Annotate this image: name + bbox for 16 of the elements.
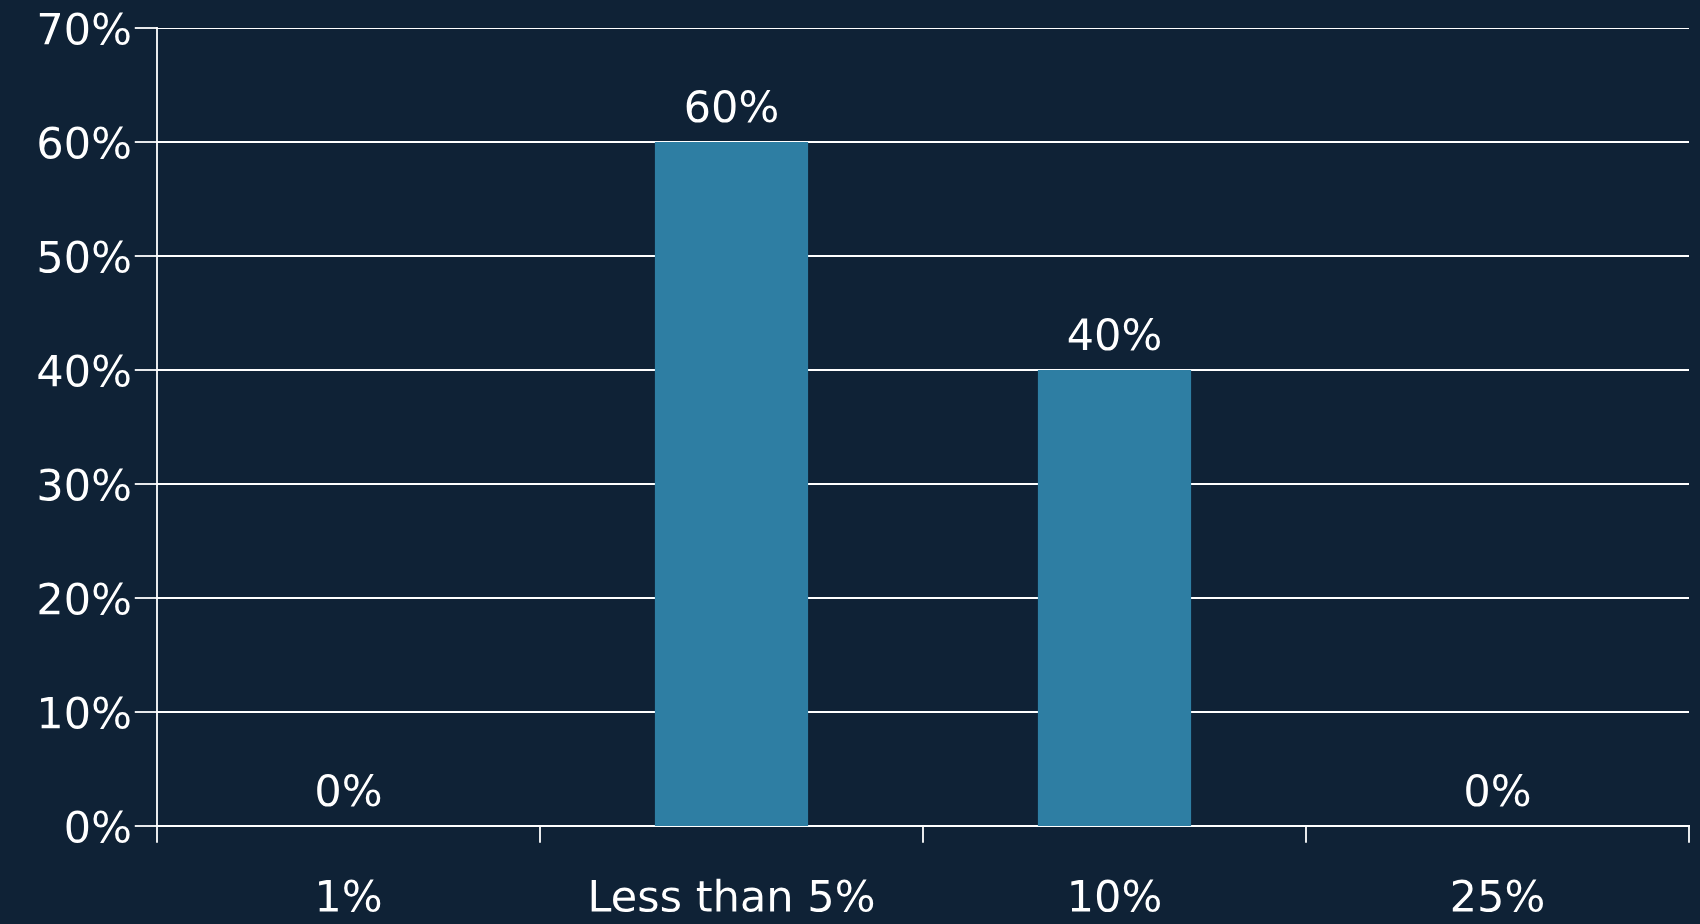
y-tick-label: 20% <box>39 582 130 615</box>
y-tick-label: 30% <box>39 468 130 501</box>
data-label: 0% <box>317 773 381 807</box>
x-tick-label: 10% <box>1071 879 1160 913</box>
y-tick-label: 40% <box>38 354 130 387</box>
y-tick-label: 70% <box>39 12 130 45</box>
x-tick-label: 25% <box>1452 879 1543 913</box>
data-label: 60% <box>686 89 777 123</box>
y-tick-label: 50% <box>39 240 130 273</box>
y-tick-label: 0% <box>66 810 130 843</box>
data-label: 0% <box>1466 773 1530 807</box>
y-tick-label: 60% <box>39 126 130 159</box>
data-label: 40% <box>1068 317 1160 351</box>
x-tick-label: 1% <box>319 879 381 913</box>
y-tick-label: 10% <box>41 696 130 729</box>
x-tick-label: Less than 5% <box>591 878 874 913</box>
